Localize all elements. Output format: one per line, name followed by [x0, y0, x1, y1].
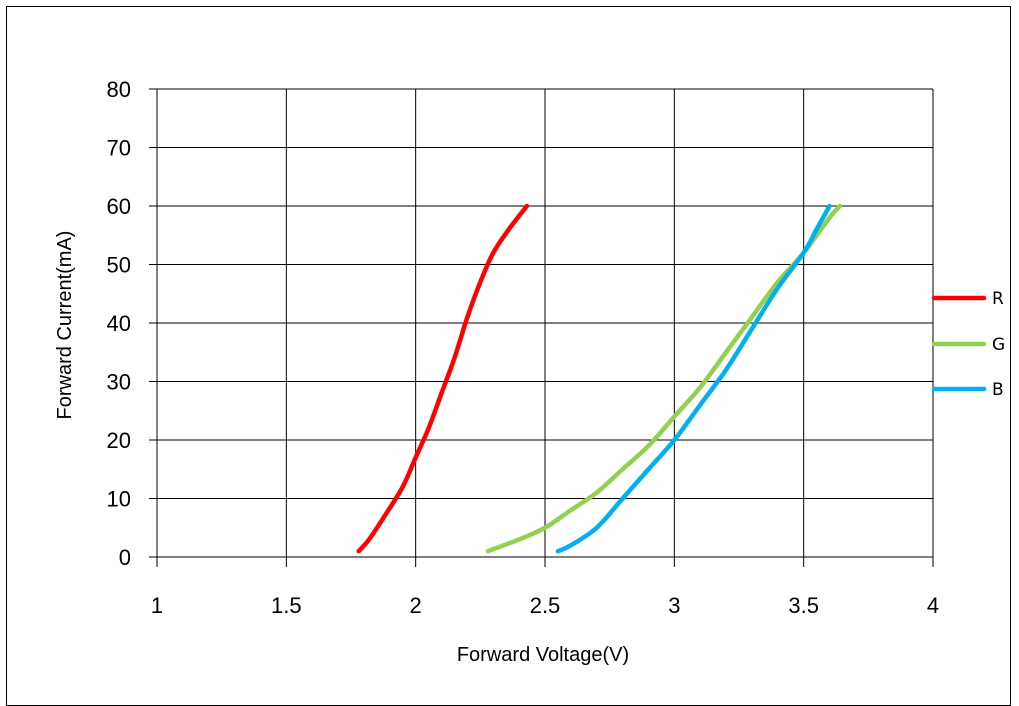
- series-line-b: [555, 203, 832, 554]
- y-tick-label: 60: [107, 194, 131, 219]
- grid: [149, 88, 934, 567]
- legend-label-g: G: [992, 335, 1005, 355]
- series-group: [356, 203, 843, 554]
- legend-label-r: R: [992, 289, 1004, 309]
- y-tick-label: 10: [107, 487, 131, 512]
- x-tick-label: 4: [927, 593, 939, 618]
- x-axis-title: Forward Voltage(V): [457, 644, 629, 666]
- x-tick-label: 1: [151, 593, 163, 618]
- x-tick-label: 2.5: [530, 593, 561, 618]
- y-tick-label: 30: [107, 370, 131, 395]
- legend-label-b: B: [992, 380, 1004, 400]
- series-line-r: [356, 203, 530, 554]
- y-tick-label: 50: [107, 253, 131, 278]
- y-tick-label: 70: [107, 136, 131, 161]
- x-tick-label: 1.5: [271, 593, 302, 618]
- x-tick-labels: 1 1.5 2 2.5 3 3.5 4: [151, 593, 939, 618]
- chart: 0 10 20 30 40 50 60 70 80 1 1.5 2 2.5 3 3.5 4 R G B Forw…: [54, 77, 1005, 666]
- y-tick-label: 0: [119, 545, 131, 570]
- y-tick-labels: 0 10 20 30 40 50 60 70 80: [107, 77, 131, 570]
- y-tick-label: 20: [107, 428, 131, 453]
- x-tick-label: 2: [410, 593, 422, 618]
- legend: R G B: [931, 289, 1005, 400]
- x-tick-label: 3: [668, 593, 680, 618]
- y-tick-label: 80: [107, 77, 131, 102]
- series-line-g: [485, 203, 843, 554]
- y-axis-title: Forward Current(mA): [54, 231, 76, 420]
- chart-frame: [6, 6, 1011, 706]
- y-tick-label: 40: [107, 311, 131, 336]
- x-tick-label: 3.5: [788, 593, 819, 618]
